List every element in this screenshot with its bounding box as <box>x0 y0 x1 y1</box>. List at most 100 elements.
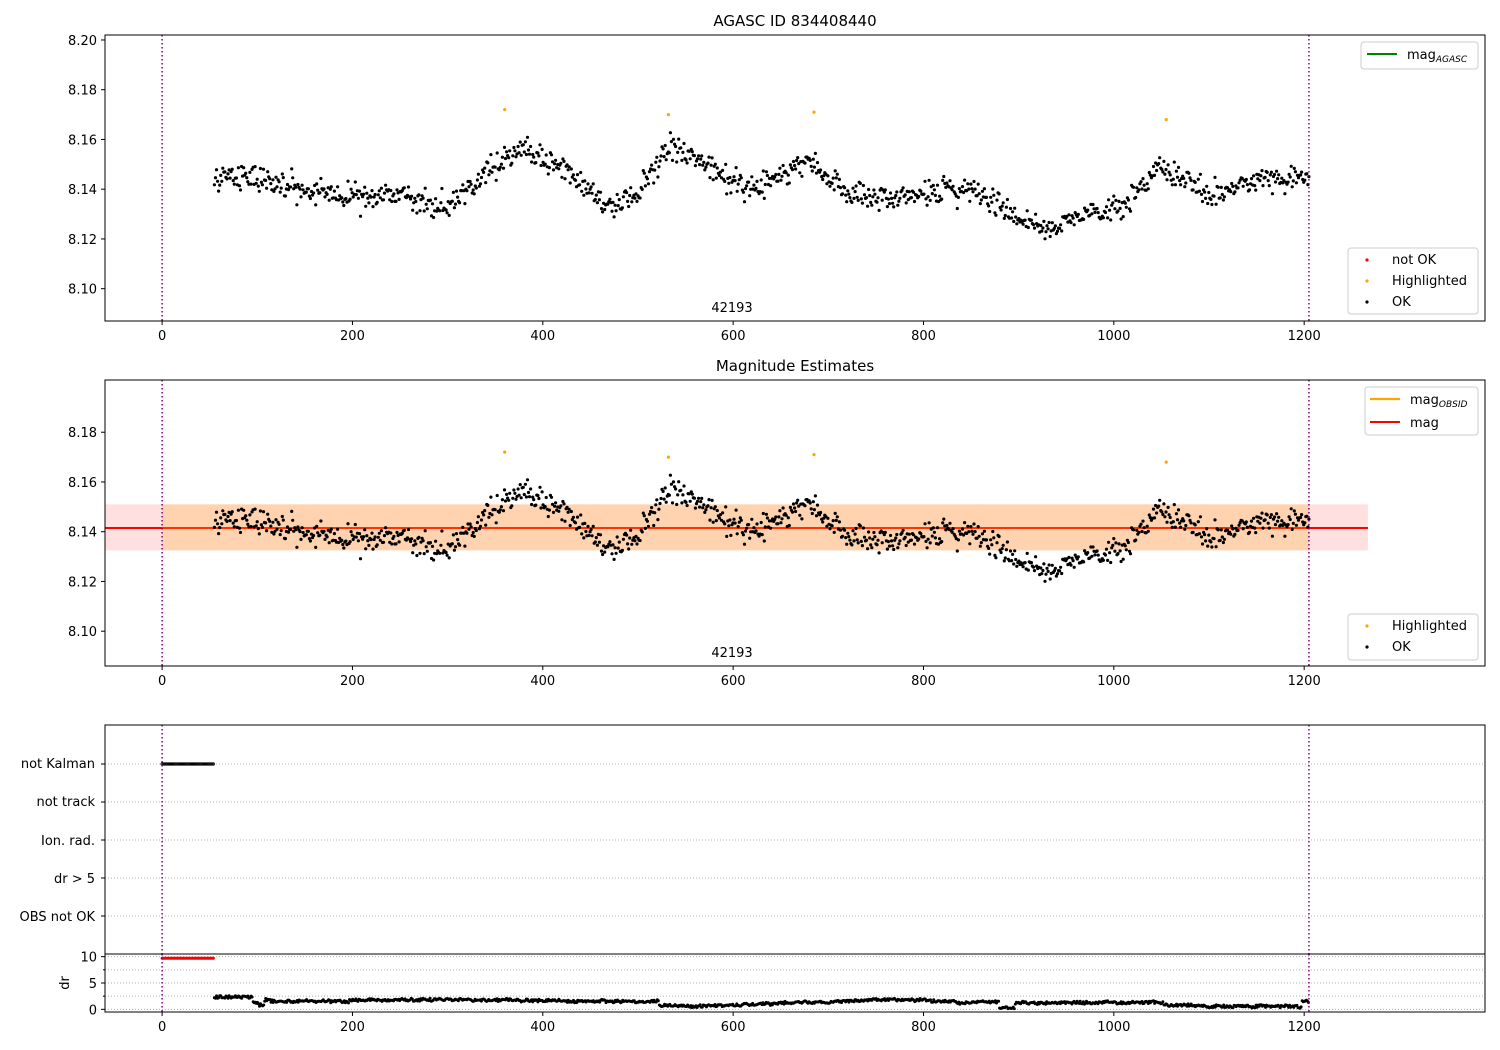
data-point <box>862 535 867 539</box>
data-point <box>232 182 236 186</box>
data-point <box>225 519 229 524</box>
data-point <box>432 215 436 220</box>
data-point <box>850 543 854 547</box>
data-point <box>724 162 728 166</box>
data-point <box>953 534 957 538</box>
data-point <box>425 549 429 553</box>
data-point <box>656 518 660 522</box>
data-point <box>699 157 703 161</box>
data-point <box>1205 184 1209 188</box>
data-point <box>456 538 460 542</box>
legend-mag-agasc: mag <box>1407 48 1436 63</box>
data-point <box>688 157 692 161</box>
data-point <box>976 182 980 186</box>
data-point <box>329 185 333 189</box>
data-point <box>434 197 438 201</box>
data-point <box>885 547 890 551</box>
data-point <box>1263 175 1267 179</box>
data-point <box>707 155 711 159</box>
data-point <box>1118 206 1122 210</box>
data-point <box>984 195 989 199</box>
data-point <box>510 504 514 508</box>
data-point <box>461 525 465 530</box>
data-point <box>264 521 268 525</box>
data-point <box>438 551 442 555</box>
data-point <box>784 171 788 175</box>
data-point <box>482 513 486 517</box>
data-point <box>1287 515 1291 519</box>
data-point <box>390 542 394 546</box>
data-point <box>790 510 795 514</box>
data-point <box>728 175 732 180</box>
data-point <box>1296 518 1301 522</box>
data-point <box>1152 173 1157 177</box>
data-point <box>1287 172 1291 176</box>
data-point <box>1273 523 1278 527</box>
data-point <box>278 190 282 194</box>
data-point <box>354 193 358 197</box>
x-tick-label: 600 <box>721 329 746 344</box>
data-point <box>628 193 632 198</box>
data-point <box>1101 558 1105 562</box>
data-point <box>1116 209 1120 213</box>
data-point <box>369 538 373 542</box>
data-point <box>840 192 845 196</box>
data-point <box>226 172 230 176</box>
data-point <box>1141 177 1145 181</box>
data-point <box>461 183 465 187</box>
data-point <box>1106 216 1110 220</box>
data-point <box>940 540 944 544</box>
data-point <box>1095 549 1099 553</box>
data-point <box>1070 556 1074 560</box>
data-point <box>709 163 713 167</box>
data-point <box>384 526 388 530</box>
data-point <box>814 171 819 175</box>
data-point <box>275 185 279 189</box>
data-point <box>216 522 220 526</box>
data-point <box>1236 528 1240 533</box>
data-point <box>1014 215 1018 219</box>
data-point <box>1137 188 1141 192</box>
data-point <box>340 538 344 542</box>
data-point <box>573 521 578 525</box>
y-tick-label: 8.16 <box>68 133 97 148</box>
svg-text:magOBSID: magOBSID <box>1410 393 1468 410</box>
data-point <box>294 528 298 532</box>
data-point <box>867 187 871 192</box>
data-point <box>294 185 298 189</box>
data-point <box>1043 579 1047 583</box>
data-point <box>897 542 901 546</box>
data-point <box>1178 521 1182 525</box>
data-point <box>230 510 234 514</box>
data-point <box>289 185 293 189</box>
data-point <box>991 529 995 534</box>
data-point <box>759 178 763 182</box>
data-point <box>261 510 266 514</box>
data-point <box>369 195 373 199</box>
data-point <box>797 162 801 166</box>
data-point <box>234 518 238 523</box>
data-point <box>1032 226 1037 230</box>
data-point <box>1293 512 1297 516</box>
data-point <box>1096 211 1100 215</box>
data-point <box>904 543 908 548</box>
data-point <box>798 171 802 175</box>
not-kalman-mark <box>205 762 209 766</box>
data-point <box>1252 174 1256 178</box>
data-point <box>795 501 799 505</box>
data-point <box>728 518 732 522</box>
data-point <box>296 525 300 529</box>
data-point <box>307 537 311 541</box>
x-tick-label: 400 <box>530 674 555 689</box>
panel1-frame <box>104 34 1486 322</box>
data-point <box>781 506 785 510</box>
data-point <box>967 187 971 191</box>
data-point <box>1160 510 1164 514</box>
data-point <box>876 538 880 542</box>
data-point <box>603 550 607 554</box>
data-point <box>1026 568 1030 572</box>
data-point <box>417 535 421 539</box>
dr-point <box>1299 1005 1303 1009</box>
data-point <box>1104 205 1109 209</box>
data-point <box>1046 227 1050 231</box>
